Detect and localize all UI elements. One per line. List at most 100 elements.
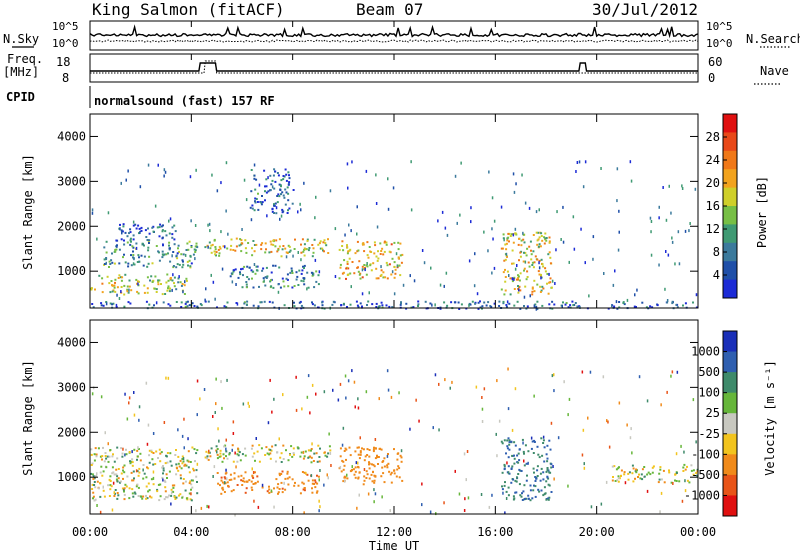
velocity-pixel [383,481,386,484]
velocity-pixel [162,465,164,467]
power-pixel [695,293,698,297]
velocity-pixel [542,442,545,444]
velocity-pixel [546,457,549,460]
velocity-pixel [359,451,362,454]
x-tick-label: 12:00 [376,525,412,539]
velocity-pixel [147,467,150,470]
velocity-pixel [357,465,359,468]
velocity-pixel [659,466,662,469]
velocity-pixel [278,488,281,490]
power-pixel [476,292,479,296]
velocity-pixel [363,459,366,462]
power-pixel [650,253,653,257]
velocity-pixel [187,466,190,469]
power-pixel [505,305,508,308]
velocity-pixel [523,459,525,463]
power-pixel [381,247,384,250]
velocity-pixel [282,458,285,460]
velocity-pixel [170,491,173,495]
power-pixel [204,298,206,302]
noise-left-tick-bottom: 10^0 [52,37,79,50]
velocity-pixel [357,406,360,410]
power-pixel [287,171,290,174]
velocity-pixel [514,387,517,391]
power-pixel [540,275,542,277]
power-pixel [109,302,112,305]
power-pixel [138,260,141,263]
velocity-pixel [90,448,93,451]
power-pixel [108,260,111,263]
velocity-pixel [115,478,118,481]
power-pixel [375,202,378,205]
velocity-pixel [660,491,663,495]
power-pixel [359,302,362,305]
power-pixel [508,302,511,305]
power-pixel [357,306,360,309]
power-pixel [302,265,304,268]
power-pixel [658,216,660,220]
power-pixel [341,240,344,243]
velocity-pixel [605,480,608,484]
velocity-pixel [142,464,145,466]
power-pixel [430,266,432,270]
velocity-pixel [663,481,666,484]
power-pixel [255,265,258,268]
velocity-pixel [501,442,504,445]
power-pixel [270,279,272,282]
power-pixel [129,239,132,242]
velocity-pixel [357,461,359,465]
velocity-pixel [363,479,366,482]
power-pixel [179,281,182,284]
velocity-pixel [393,448,395,451]
power-pixel [122,225,125,228]
power-pixel [380,273,383,276]
velocity-pixel [281,491,284,494]
velocity-pixel [506,447,509,450]
velocity-pixel [547,483,550,486]
power-pixel [481,307,483,310]
velocity-pixel [119,480,122,483]
velocity-pixel [318,456,321,458]
velocity-pixel [122,477,124,480]
velocity-pixel [123,490,125,493]
velocity-pixel [166,461,169,464]
power-pixel [312,247,315,250]
power-pixel [362,268,365,270]
power-pixel [311,244,314,246]
power-pixel [600,167,602,170]
velocity-colorbar-swatch [723,433,737,455]
power-pixel [513,276,516,279]
power-pixel [385,261,388,264]
power-pixel [256,265,259,268]
velocity-pixel [280,481,283,484]
velocity-pixel [137,448,140,450]
velocity-pixel [363,468,366,471]
power-pixel [528,206,531,210]
velocity-pixel [260,447,263,450]
velocity-pixel [170,502,172,506]
power-pixel [265,248,267,251]
power-pixel [279,188,282,191]
power-pixel [235,283,237,286]
velocity-pixel [508,448,511,451]
velocity-pixel [634,470,637,473]
power-pixel [254,200,256,203]
velocity-pixel [296,446,299,449]
velocity-pixel [271,410,273,414]
power-pixel [269,280,272,283]
velocity-pixel [357,477,360,480]
velocity-pixel [546,460,549,463]
power-pixel [508,232,511,235]
power-pixel [211,243,214,246]
power-pixel [548,251,551,254]
power-pixel [424,300,427,303]
velocity-pixel [302,450,305,454]
power-pixel [103,258,106,261]
velocity-pixel [172,486,175,489]
velocity-pixel [195,475,198,478]
power-pixel [271,210,274,213]
velocity-pixel [162,467,165,470]
velocity-pixel [99,510,102,514]
velocity-pixel [171,484,174,487]
power-pixel [544,237,547,240]
